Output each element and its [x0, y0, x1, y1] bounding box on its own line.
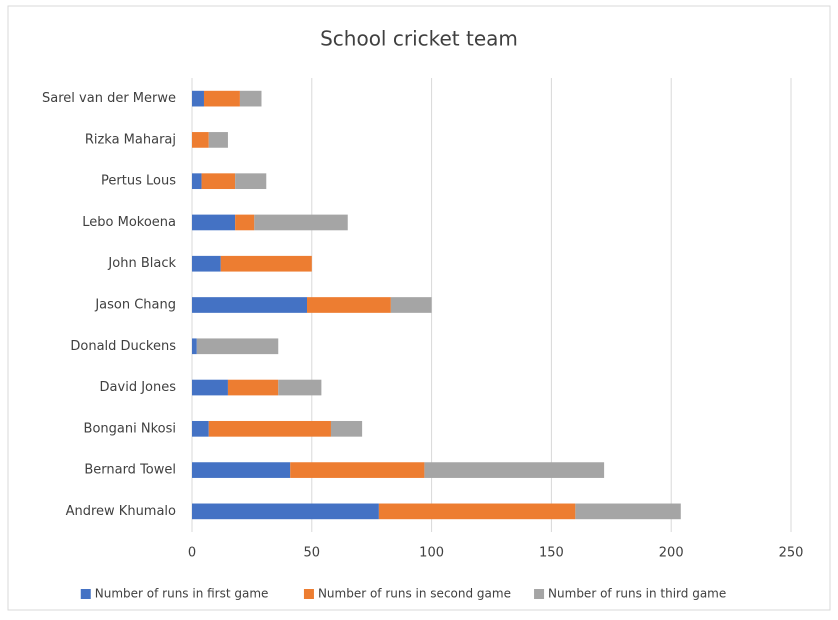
- legend-label: Number of runs in second game: [318, 587, 511, 601]
- y-tick-label: Lebo Mokoena: [82, 215, 176, 230]
- bar-segment: [192, 297, 308, 313]
- bar-segment: [192, 379, 228, 396]
- bar-segment: [201, 173, 236, 190]
- x-tick-label: 0: [188, 546, 196, 561]
- legend-label: Number of runs in first game: [95, 587, 269, 601]
- y-tick-label: Sarel van der Merwe: [42, 91, 176, 106]
- bar-segment: [192, 338, 197, 355]
- bar-segment: [278, 379, 322, 396]
- bar-segment: [203, 90, 240, 107]
- bar-segment: [390, 297, 432, 313]
- y-tick-label: David Jones: [100, 380, 177, 395]
- x-tick-label: 200: [659, 546, 684, 561]
- y-tick-label: Bernard Towel: [84, 463, 176, 478]
- legend-swatch: [534, 589, 545, 599]
- bar-segment: [235, 214, 255, 231]
- y-tick-label: Andrew Khumalo: [66, 504, 176, 519]
- bar-segment: [330, 420, 363, 437]
- bar-segment: [192, 255, 221, 272]
- bar-segment: [192, 132, 209, 148]
- bar-segment: [424, 462, 605, 478]
- x-tick-label: 100: [419, 546, 444, 561]
- bar-segment: [208, 420, 331, 437]
- y-tick-label: Bongani Nkosi: [84, 421, 176, 436]
- y-tick-label: John Black: [107, 256, 176, 271]
- x-tick-label: 250: [779, 546, 804, 561]
- y-tick-label: Donald Duckens: [70, 339, 176, 354]
- y-tick-label: Pertus Lous: [101, 174, 176, 189]
- x-tick-label: 50: [304, 546, 321, 561]
- bar-segment: [227, 379, 279, 396]
- bar-segment: [208, 132, 228, 148]
- chart-title: School cricket team: [320, 27, 518, 51]
- bar-segment: [378, 503, 576, 520]
- bar-segment: [575, 503, 681, 520]
- legend-swatch: [303, 589, 314, 599]
- bar-segment: [307, 297, 391, 313]
- legend-label: Number of runs in third game: [548, 587, 726, 601]
- legend-swatch: [80, 589, 91, 599]
- bar-segment: [192, 90, 204, 107]
- bar-segment: [220, 255, 312, 272]
- bar-segment: [192, 173, 202, 190]
- bar-segment: [254, 214, 348, 231]
- bar-segment: [196, 338, 279, 355]
- bar-segment: [239, 90, 262, 107]
- bar-segment: [290, 462, 425, 478]
- y-tick-label: Jason Chang: [94, 298, 176, 313]
- bar-segment: [192, 420, 209, 437]
- bar-segment: [192, 503, 379, 520]
- bar-segment: [192, 462, 291, 478]
- bar-segment: [235, 173, 267, 190]
- y-tick-label: Rizka Maharaj: [85, 132, 176, 147]
- x-tick-label: 150: [539, 546, 564, 561]
- bar-segment: [192, 214, 236, 231]
